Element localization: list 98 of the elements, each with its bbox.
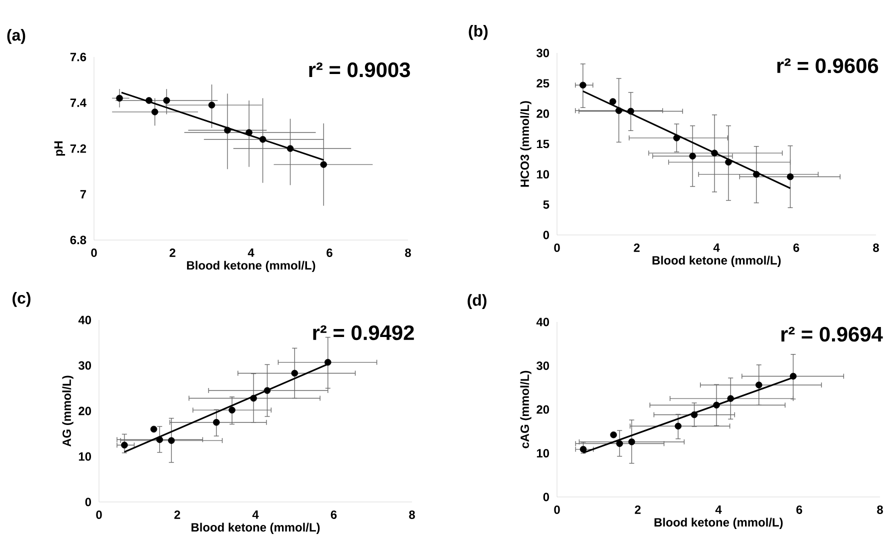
- x-tick-label: 0: [91, 248, 97, 257]
- y-tick-label: 30: [78, 361, 92, 370]
- point: [224, 126, 231, 134]
- y-tick-label: 40: [78, 316, 92, 324]
- point: [156, 436, 164, 444]
- point: [291, 370, 298, 377]
- x-tick-label: 4: [715, 505, 722, 514]
- x-tick-label: 0: [554, 505, 560, 514]
- point: [610, 431, 617, 438]
- point: [250, 394, 257, 402]
- point: [628, 438, 636, 446]
- y-tick-label: 7.4: [70, 98, 86, 107]
- point: [727, 395, 734, 402]
- x-tick-label: 8: [409, 510, 415, 519]
- x-axis-title: Blood ketone (mmol/L): [187, 260, 316, 272]
- annotation: r² = 0.9694: [781, 326, 883, 342]
- point: [713, 402, 720, 408]
- y-tick-label: 20: [536, 405, 550, 414]
- y-tick-label: 40: [536, 318, 550, 326]
- y-tick-label: 20: [536, 109, 550, 118]
- point: [790, 372, 797, 380]
- point: [163, 97, 170, 104]
- x-tick-label: 0: [96, 510, 102, 519]
- y-tick-label: 10: [536, 449, 550, 458]
- point: [616, 440, 623, 447]
- x-tick-label: 2: [634, 243, 640, 252]
- point: [146, 97, 152, 104]
- point: [580, 446, 587, 453]
- x-axis-title: Blood ketone (mmol/L): [654, 518, 783, 529]
- point: [690, 411, 698, 418]
- point: [168, 437, 175, 444]
- point: [689, 152, 696, 160]
- x-tick-label: 6: [326, 248, 332, 257]
- chart-title: (d): [468, 294, 486, 309]
- x-tick-label: 4: [252, 510, 259, 519]
- y-tick-label: 30: [536, 48, 550, 58]
- y-tick-label: 15: [536, 140, 550, 148]
- point: [673, 134, 680, 142]
- y-tick-label: 5: [543, 200, 550, 209]
- point: [320, 161, 328, 168]
- y-tick-label: 7.6: [70, 52, 86, 62]
- point: [725, 158, 732, 166]
- y-axis-title: pH: [54, 141, 66, 156]
- point: [580, 82, 586, 89]
- y-tick-label: 10: [78, 452, 92, 461]
- x-tick-label: 8: [405, 248, 411, 257]
- x-tick-label: 6: [796, 505, 802, 514]
- point: [752, 170, 760, 178]
- x-tick-label: 4: [713, 243, 720, 252]
- chart-title: (a): [7, 29, 26, 44]
- x-tick-label: 6: [330, 510, 337, 519]
- y-axis-title: cAG (mmol/L): [520, 370, 532, 448]
- y-tick-label: 0: [85, 498, 92, 506]
- y-tick-label: 20: [78, 406, 92, 416]
- x-tick-label: 6: [793, 243, 800, 252]
- point: [228, 406, 236, 414]
- annotation: r² = 0.9003: [309, 62, 410, 78]
- annotation: r² = 0.9492: [313, 325, 414, 340]
- x-tick-label: 4: [248, 248, 254, 257]
- point: [264, 387, 271, 394]
- y-tick-label: 10: [536, 170, 550, 179]
- chart-title: (b): [468, 24, 488, 40]
- x-tick-label: 0: [554, 243, 560, 252]
- x-tick-label: 8: [873, 243, 879, 252]
- y-tick-label: 6.8: [70, 236, 86, 244]
- point: [212, 418, 220, 426]
- y-axis-title: AG (mmol/L): [62, 376, 74, 447]
- point: [121, 442, 128, 448]
- point: [615, 107, 622, 114]
- point: [711, 150, 718, 156]
- x-tick-label: 8: [877, 505, 883, 514]
- chart-title: (c): [12, 292, 30, 307]
- y-tick-label: 7.2: [70, 144, 86, 153]
- point: [609, 98, 616, 105]
- point: [286, 145, 294, 152]
- y-tick-label: 0: [543, 230, 550, 240]
- point: [755, 382, 762, 388]
- x-tick-label: 2: [170, 248, 176, 257]
- x-axis-title: Blood ketone (mmol/L): [192, 522, 320, 534]
- x-axis-title: Blood ketone (mmol/L): [652, 256, 781, 267]
- point: [150, 426, 158, 433]
- point: [627, 108, 634, 115]
- y-axis-title: HCO3 (mmol/L): [520, 101, 532, 187]
- x-tick-label: 2: [174, 510, 180, 519]
- point: [116, 94, 123, 102]
- y-tick-label: 7: [80, 190, 86, 198]
- point: [246, 129, 252, 136]
- annotation: r² = 0.9606: [777, 58, 878, 74]
- x-tick-label: 2: [634, 505, 641, 514]
- point: [786, 173, 794, 180]
- y-tick-label: 30: [536, 362, 550, 370]
- point: [674, 422, 682, 430]
- point: [151, 108, 158, 116]
- y-tick-label: 25: [536, 79, 550, 88]
- point: [259, 136, 266, 143]
- y-tick-label: 0: [543, 492, 550, 502]
- point: [208, 102, 216, 108]
- point: [324, 358, 332, 366]
